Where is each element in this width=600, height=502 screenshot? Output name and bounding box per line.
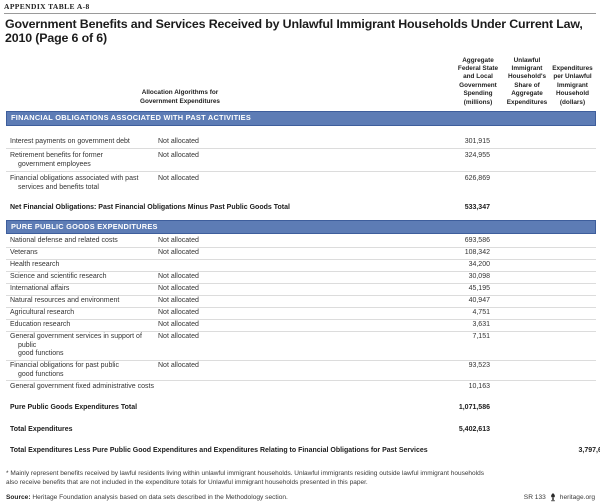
table-row: Health research 34,200 — [6, 260, 596, 272]
footnote: * Mainly represent benefits received by … — [6, 470, 484, 487]
row-allocation: Not allocated — [158, 137, 199, 145]
row-allocation: Not allocated — [158, 237, 199, 245]
source-row: Source: Heritage Foundation analysis bas… — [6, 492, 595, 502]
total-less-pure-public-goods-row: Total Expenditures Less Pure Public Good… — [6, 446, 600, 455]
net-financial-obligations-row: Net Financial Obligations: Past Financia… — [6, 203, 596, 212]
row-label: Financial obligations for past public go… — [10, 362, 119, 378]
table-row: Financial obligations associated with pa… — [6, 172, 596, 194]
row-allocation: Not allocated — [158, 332, 199, 340]
table-row: Agricultural research Not allocated 4,75… — [6, 308, 596, 320]
row-allocation: Not allocated — [158, 309, 199, 317]
row-spending: 93,523 — [468, 362, 490, 370]
total-row-spending: 5,402,613 — [458, 425, 490, 433]
row-spending: 324,955 — [464, 151, 490, 159]
total-row-label: Pure Public Goods Expenditures Total — [10, 404, 138, 412]
row-label: Retirement benefits for former governmen… — [10, 151, 103, 168]
row-label: Science and scientific research — [10, 273, 107, 281]
row-allocation: Not allocated — [158, 151, 199, 159]
table-row: Retirement benefits for former governmen… — [6, 149, 596, 173]
table-row: Veterans Not allocated 108,342 — [6, 248, 596, 260]
row-label: Agricultural research — [10, 309, 75, 317]
row-allocation — [158, 383, 308, 392]
total-expenditures-row: Total Expenditures 5,402,613 — [6, 425, 596, 434]
row-allocation: Not allocated — [158, 362, 199, 370]
report-footer-right: SR 133 heritage.org — [523, 492, 595, 502]
row-allocation: Not allocated — [158, 285, 199, 293]
table-row: Education research Not allocated 3,631 — [6, 320, 596, 332]
row-label: National defense and related costs — [10, 237, 118, 245]
table-row: Science and scientific research Not allo… — [6, 272, 596, 284]
table-row: Natural resources and environment Not al… — [6, 296, 596, 308]
row-label: General government services in support o… — [10, 332, 142, 358]
table-eyebrow: APPENDIX TABLE A-8 — [4, 2, 596, 14]
total-row-label: Net Financial Obligations: Past Financia… — [10, 203, 290, 211]
row-spending: 693,586 — [464, 237, 490, 245]
row-spending: 301,915 — [464, 137, 490, 145]
source-line: Source: Heritage Foundation analysis bas… — [6, 493, 288, 502]
financial-obligations-table: Interest payments on government debt Not… — [6, 126, 596, 212]
row-spending: 40,947 — [468, 297, 490, 305]
row-spending: 10,163 — [468, 382, 490, 390]
total-row-spending: 1,071,586 — [458, 404, 490, 412]
table-row: General government fixed administrative … — [6, 381, 596, 392]
section-header-financial-obligations: FINANCIAL OBLIGATIONS ASSOCIATED WITH PA… — [6, 111, 596, 126]
row-label: General government fixed administrative … — [10, 382, 154, 390]
total-row-label: Total Expenditures Less Pure Public Good… — [10, 447, 428, 455]
row-spending: 3,631 — [472, 320, 490, 328]
row-spending: 34,200 — [468, 261, 490, 269]
table-row: Interest payments on government debt Not… — [6, 135, 596, 149]
row-spending: 626,869 — [464, 175, 490, 183]
pure-public-goods-total-row: Pure Public Goods Expenditures Total 1,0… — [6, 403, 596, 412]
row-allocation: Not allocated — [158, 273, 199, 281]
row-allocation: Not allocated — [158, 297, 199, 305]
row-allocation: Not allocated — [158, 249, 199, 257]
row-label: Financial obligations associated with pa… — [10, 175, 139, 192]
page-title: Government Benefits and Services Receive… — [5, 17, 583, 45]
table-row: International affairs Not allocated 45,1… — [6, 284, 596, 296]
heritage-org-link[interactable]: heritage.org — [559, 493, 595, 501]
row-allocation: Not allocated — [158, 320, 199, 328]
column-header-share: Unlawful Immigrant Household's Share of … — [506, 56, 548, 106]
table-row: Financial obligations for past public go… — [6, 361, 596, 382]
row-spending: 4,751 — [472, 309, 490, 317]
row-label: International affairs — [10, 285, 70, 293]
section-header-pure-public-goods: PURE PUBLIC GOODS EXPENDITURES — [6, 219, 596, 235]
table-row: National defense and related costs Not a… — [6, 236, 596, 248]
row-label: Interest payments on government debt — [10, 137, 130, 145]
pure-public-goods-table: National defense and related costs Not a… — [6, 234, 600, 455]
row-allocation: Not allocated — [158, 175, 199, 183]
column-header-spending: Aggregate Federal State and Local Govern… — [457, 56, 499, 106]
row-spending: 30,098 — [468, 273, 490, 281]
row-spending: 7,151 — [472, 332, 490, 340]
row-label: Education research — [10, 320, 71, 328]
source-label: Source: — [6, 493, 31, 501]
report-id: SR 133 — [523, 493, 546, 501]
source-text: Heritage Foundation analysis based on da… — [30, 493, 288, 501]
total-row-label: Total Expenditures — [10, 425, 73, 433]
column-header-allocation: Allocation Algorithms for Government Exp… — [140, 89, 220, 105]
row-label: Health research — [10, 261, 60, 269]
column-header-per-household: Expenditures per Unlawful Immigrant Hous… — [552, 64, 593, 106]
column-header-row: Allocation Algorithms for Government Exp… — [6, 45, 596, 108]
total-row-spending: 533,347 — [464, 203, 490, 211]
row-spending: 108,342 — [464, 249, 490, 257]
row-label: Veterans — [10, 249, 38, 257]
row-allocation — [158, 261, 308, 270]
heritage-torch-icon — [549, 492, 557, 502]
total-row-spending: 3,797,680 — [578, 447, 600, 455]
row-label: Natural resources and environment — [10, 297, 120, 305]
table-row: General government services in support o… — [6, 332, 596, 361]
row-spending: 45,195 — [468, 285, 490, 293]
